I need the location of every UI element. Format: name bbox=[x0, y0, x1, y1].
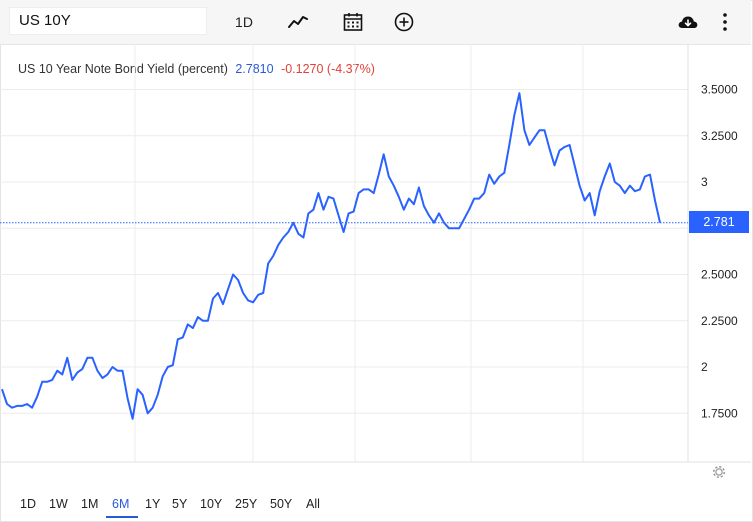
gear-icon[interactable] bbox=[710, 463, 728, 481]
chart-legend: US 10 Year Note Bond Yield (percent) 2.7… bbox=[18, 62, 375, 76]
legend-series-name: US 10 Year Note Bond Yield (percent) bbox=[18, 62, 228, 76]
range-50y-button[interactable]: 50Y bbox=[270, 497, 293, 511]
line-chart-icon[interactable] bbox=[286, 10, 310, 34]
interval-button[interactable]: 1D bbox=[235, 14, 253, 30]
toolbar: US 10Y 1D bbox=[0, 0, 751, 45]
range-1y-button[interactable]: 1Y bbox=[145, 497, 161, 511]
y-tick-label: 2.2500 bbox=[701, 314, 738, 328]
legend-change: -0.1270 (-4.37%) bbox=[281, 62, 375, 76]
range-all-button[interactable]: All bbox=[306, 497, 320, 511]
gridlines bbox=[0, 44, 751, 463]
legend-value: 2.7810 bbox=[235, 62, 274, 76]
range-1m-button[interactable]: 1M bbox=[81, 497, 99, 511]
line-chart[interactable]: MarAprMayJunJul 1.750022.25002.50002.750… bbox=[0, 44, 751, 464]
add-circle-icon[interactable] bbox=[392, 10, 416, 34]
range-25y-button[interactable]: 25Y bbox=[235, 497, 258, 511]
y-tick-label: 3.2500 bbox=[701, 129, 738, 143]
range-6m-button[interactable]: 6M bbox=[112, 497, 130, 511]
y-tick-label: 2 bbox=[701, 360, 708, 374]
y-tick-label: 3.5000 bbox=[701, 83, 738, 97]
series-line bbox=[1, 92, 661, 420]
download-cloud-icon[interactable] bbox=[676, 10, 700, 34]
last-price-label: 2.781 bbox=[689, 211, 749, 233]
calendar-icon[interactable] bbox=[341, 10, 365, 34]
y-tick-label: 1.7500 bbox=[701, 406, 738, 420]
range-5y-button[interactable]: 5Y bbox=[172, 497, 188, 511]
symbol-search-input[interactable]: US 10Y bbox=[9, 7, 207, 35]
range-10y-button[interactable]: 10Y bbox=[200, 497, 223, 511]
y-tick-label: 3 bbox=[701, 175, 708, 189]
active-range-indicator bbox=[106, 516, 138, 518]
range-1w-button[interactable]: 1W bbox=[49, 497, 68, 511]
more-vertical-icon[interactable] bbox=[713, 10, 737, 34]
range-selector: 1D 1W 1M 6M 1Y 5Y 10Y 25Y 50Y All bbox=[0, 486, 751, 520]
range-1d-button[interactable]: 1D bbox=[20, 497, 36, 511]
y-tick-label: 2.5000 bbox=[701, 268, 738, 282]
